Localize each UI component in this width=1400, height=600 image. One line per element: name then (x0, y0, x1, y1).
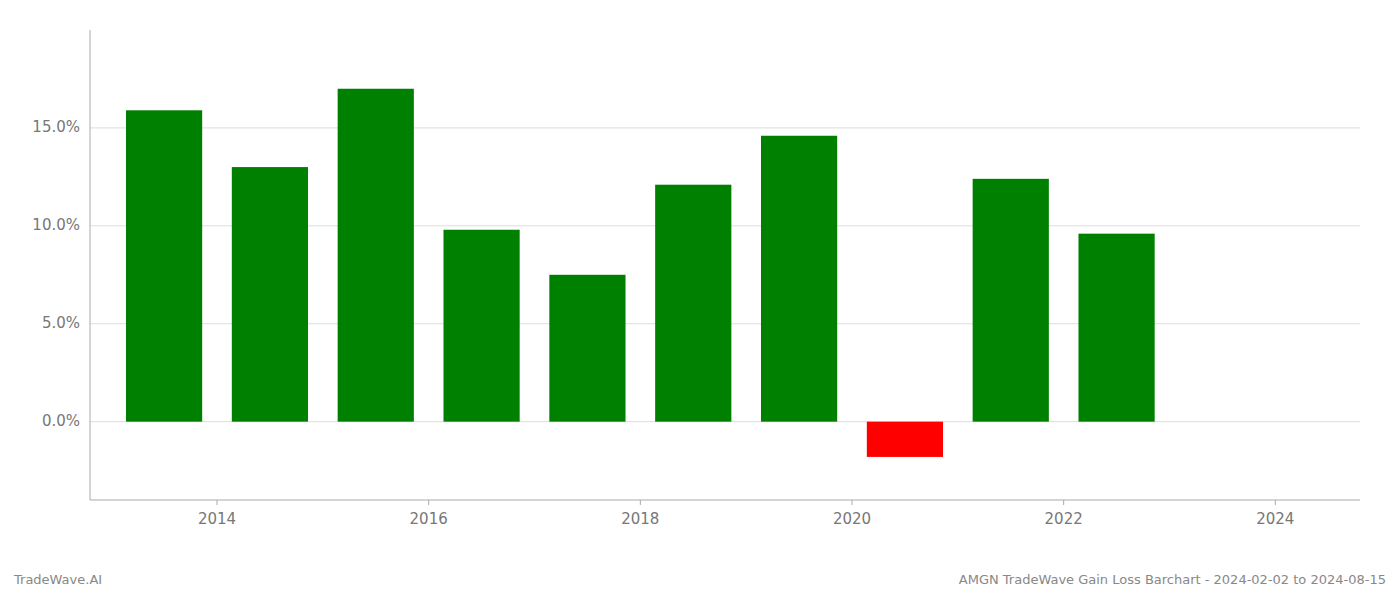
y-tick-label: 5.0% (42, 314, 80, 332)
x-axis-line (90, 500, 1360, 501)
y-tick-label: 0.0% (42, 412, 80, 430)
x-tick (1275, 500, 1276, 505)
chart: 0.0%5.0%10.0%15.0%2014201620182020202220… (0, 0, 1400, 600)
bar (338, 89, 414, 422)
footer-text: AMGN TradeWave Gain Loss Barchart - 2024… (959, 572, 1386, 587)
x-tick-label: 2020 (833, 510, 871, 528)
chart-container: 0.0%5.0%10.0%15.0%2014201620182020202220… (0, 0, 1400, 600)
x-tick (640, 500, 641, 505)
bar (126, 110, 202, 421)
x-tick-label: 2022 (1045, 510, 1083, 528)
bar (443, 230, 519, 422)
bar (973, 179, 1049, 422)
footer-text: TradeWave.AI (13, 572, 102, 587)
bar (1078, 234, 1154, 422)
y-tick-label: 10.0% (32, 216, 80, 234)
x-tick-label: 2024 (1256, 510, 1294, 528)
bars (126, 89, 1155, 457)
y-grid (90, 128, 1360, 422)
y-axis-line (90, 30, 91, 500)
bar (655, 185, 731, 422)
y-tick-label: 15.0% (32, 118, 80, 136)
bar (549, 275, 625, 422)
x-tick (428, 500, 429, 505)
x-axis: 2014 2016 2018 2020 2022 2024 (90, 500, 1360, 528)
x-tick-label: 2016 (410, 510, 448, 528)
x-tick (217, 500, 218, 505)
y-axis: 0.0% 5.0% 10.0% 15.0% (32, 30, 90, 500)
x-tick (852, 500, 853, 505)
bar (761, 136, 837, 422)
grid-line (90, 127, 1360, 128)
bar (232, 167, 308, 422)
x-tick-label: 2014 (198, 510, 236, 528)
bar (867, 422, 943, 457)
x-tick (1063, 500, 1064, 505)
x-tick-label: 2018 (621, 510, 659, 528)
